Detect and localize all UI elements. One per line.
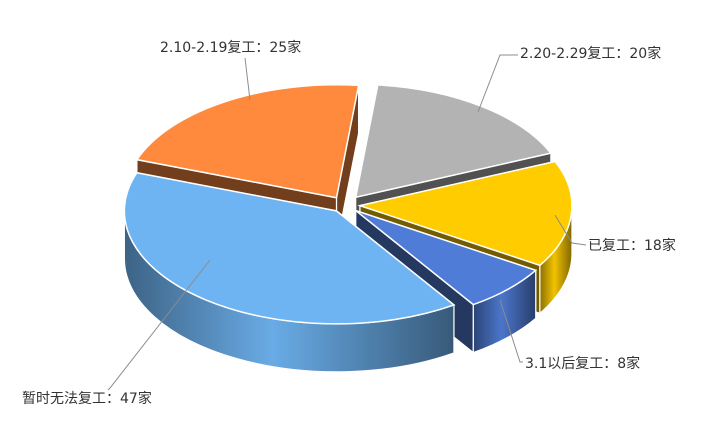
- label-yifugong: 已复工：18家: [588, 237, 676, 254]
- label-2-10-2-19: 2.10-2.19复工：25家: [160, 39, 301, 56]
- leader-line-3: [244, 57, 251, 101]
- label-3-1-yihou: 3.1以后复工：8家: [525, 355, 640, 372]
- slice-top-0: [357, 160, 573, 267]
- leader-line-4: [477, 54, 518, 113]
- leader-lines: [107, 54, 587, 391]
- slice-top-2: [123, 171, 456, 325]
- pie-slices: [123, 84, 573, 373]
- leader-line-1: [499, 299, 523, 363]
- slice-top-1: [355, 209, 538, 306]
- label-2-20-2-29: 2.20-2.29复工：20家: [520, 45, 661, 62]
- slice-top-4: [354, 84, 553, 199]
- leader-line-2: [107, 259, 211, 391]
- slice-top-3: [135, 84, 360, 199]
- leader-line-0: [554, 214, 587, 246]
- label-zanshi-wufa: 暂时无法复工：47家: [22, 390, 152, 407]
- slice-labels: 已复工：18家 3.1以后复工：8家 暂时无法复工：47家 2.10-2.19复…: [22, 39, 676, 407]
